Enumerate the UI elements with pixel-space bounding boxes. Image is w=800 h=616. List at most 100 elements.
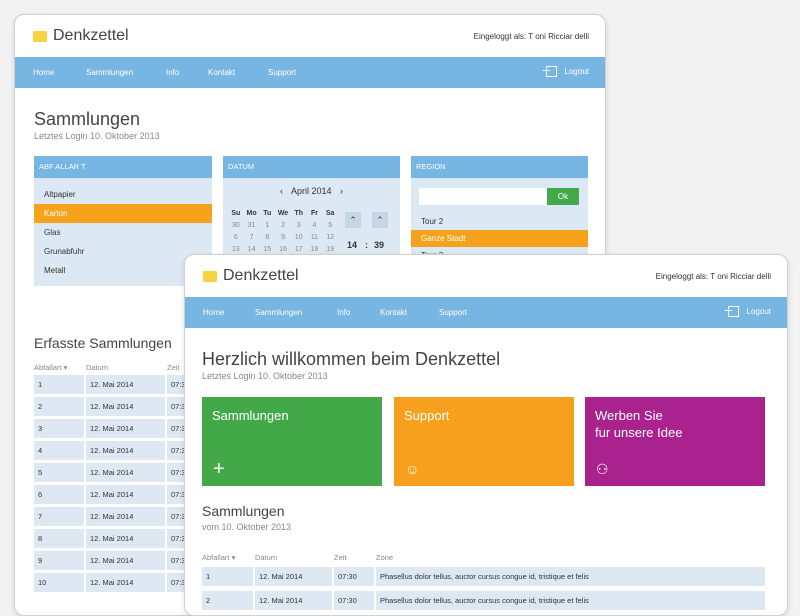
logout-button[interactable]: Logout [542,66,589,77]
nav-bar: Home Sammlungen Info Kontakt Support Log… [15,57,605,88]
nav-sammlungen[interactable]: Sammlungen [255,308,303,317]
list-item[interactable]: Grunabfuhr [44,247,85,256]
list-item[interactable]: Altpapier [44,190,76,199]
nav-home[interactable]: Home [203,308,225,317]
calendar-day[interactable]: 18 [310,246,319,253]
calendar-day[interactable]: 17 [294,246,303,253]
welcome-subtitle: Letztes Login 10. Oktober 2013 [202,371,328,381]
table-cell: 12. Mai 2014 [255,567,332,586]
list-item[interactable]: Tour 2 [421,217,444,226]
table-cell: 12. Mai 2014 [86,463,165,482]
calendar-day[interactable]: 8 [265,234,270,241]
calendar-day[interactable]: 15 [263,246,272,253]
logout-button[interactable]: Logout [724,306,771,317]
nav-support[interactable]: Support [268,68,297,77]
minute-up-button[interactable]: ⌃ [372,212,388,228]
list-item-selected[interactable]: Ganze Stadt [411,230,588,247]
column-header-datum[interactable]: Datum [255,553,278,562]
calendar-day[interactable]: 3 [296,222,301,229]
region-search-input[interactable] [419,188,547,205]
weekday-label: Mo [246,210,257,217]
logo[interactable]: Denkzettel [203,267,299,285]
table-cell: 12. Mai 2014 [86,507,165,526]
ok-button[interactable]: Ok [547,188,579,205]
calendar-day[interactable]: 13 [231,246,240,253]
nav-kontakt[interactable]: Kontakt [380,308,408,317]
table-row[interactable]: 10 12. Mai 2014 07:3 [34,573,207,592]
weekday-label: Sa [325,210,335,217]
table-cell: 07:30 [334,567,374,586]
table-row[interactable]: 2 12. Mai 2014 07:3 [34,397,207,416]
nav-kontakt[interactable]: Kontakt [208,68,236,77]
nav-info[interactable]: Info [166,68,180,77]
table-row[interactable]: 7 12. Mai 2014 07:3 [34,507,207,526]
tile-sammlungen[interactable]: Sammlungen + [202,397,382,486]
sammlungen-subtitle: vom 10. Oktober 2013 [202,522,292,532]
table-cell: 9 [34,551,84,570]
tile-support[interactable]: Support ☺ [394,397,574,486]
table-row[interactable]: 5 12. Mai 2014 07:3 [34,463,207,482]
calendar-day[interactable]: 12 [326,234,335,241]
table-row[interactable]: 1 12. Mai 2014 07:30 Phasellus dolor tellus… [202,567,765,586]
table-row[interactable]: 8 12. Mai 2014 07:3 [34,529,207,548]
calendar-day[interactable]: 30 [231,222,240,229]
calendar-day[interactable]: 1 [265,222,270,229]
calendar-day[interactable]: 4 [312,222,317,229]
hour-up-button[interactable]: ⌃ [345,212,361,228]
minute-value[interactable]: 39 [374,240,385,250]
table-cell: Phasellus dolor tellus, auctor cursus co… [376,591,765,610]
table-cell: 8 [34,529,84,548]
calendar-day[interactable]: 2 [281,222,285,229]
chevron-left-icon[interactable]: ‹ [279,186,283,196]
calendar-day[interactable]: 31 [247,222,256,229]
column-header-datum[interactable]: Datum [86,363,109,372]
table-cell: 2 [34,397,84,416]
column-header-zone[interactable]: Zone [376,553,394,562]
weekday-label: Tu [263,210,272,217]
list-item-selected[interactable]: Karton [34,204,212,223]
nav-info[interactable]: Info [337,308,351,317]
column-header-abfallart[interactable]: Abfallart ▾ [202,553,236,562]
list-item[interactable]: Glas [44,228,61,237]
calendar-day[interactable]: 16 [279,246,287,253]
nav-home[interactable]: Home [33,68,55,77]
page-title: Sammlungen [34,109,141,129]
table-row[interactable]: 6 12. Mai 2014 07:3 [34,485,207,504]
calendar-day[interactable]: 10 [294,234,303,241]
calendar-day[interactable]: 6 [233,234,238,241]
calendar-header: ‹ April 2014 › [223,186,400,196]
calendar-day[interactable]: 14 [247,246,256,253]
table-row[interactable]: 4 12. Mai 2014 07:3 [34,441,207,460]
column-header-zeit[interactable]: Zeit [167,363,180,372]
chevron-right-icon[interactable]: › [340,186,344,196]
table-row[interactable]: 9 12. Mai 2014 07:3 [34,551,207,570]
calendar-day[interactable]: 9 [281,234,285,241]
table-row[interactable]: 1 12. Mai 2014 07:3 [34,375,207,394]
table-cell: 12. Mai 2014 [86,397,165,416]
abfallart-header: ABF ALLAR T [34,156,212,178]
nav-bar: Home Sammlungen Info Kontakt Support Log… [185,297,787,328]
nav-support[interactable]: Support [439,308,468,317]
calendar-day[interactable]: 19 [326,246,335,253]
calendar-day[interactable]: 5 [328,222,333,229]
table-cell: 12. Mai 2014 [86,573,165,592]
logo[interactable]: Denkzettel [33,27,129,45]
calendar-day[interactable]: 7 [249,234,254,241]
column-header-abfallart[interactable]: Abfallart ▾ [34,363,68,372]
sammlungen-table: Abfallart ▾ Datum Zeit Zone 1 12. Mai 201… [202,553,767,613]
logout-label: Logout [564,67,589,76]
sammlungen-title: Sammlungen [202,503,285,519]
page-subtitle: Letztes Login 10. Oktober 2013 [34,131,160,141]
list-item[interactable]: Metall [44,266,66,275]
tile-werben[interactable]: Werben Sie fur unsere Idee ⚇ [585,397,765,486]
note-icon [33,30,47,42]
logo-text: Denkzettel [223,267,299,284]
hour-value[interactable]: 14 [347,240,358,250]
table-cell: 1 [202,567,253,586]
support-icon: ☺ [405,461,420,477]
calendar-day[interactable]: 11 [310,234,319,241]
table-row[interactable]: 2 12. Mai 2014 07:30 Phasellus dolor tellus… [202,591,765,610]
nav-sammlungen[interactable]: Sammlungen [86,68,134,77]
column-header-zeit[interactable]: Zeit [334,553,347,562]
table-row[interactable]: 3 12. Mai 2014 07:3 [34,419,207,438]
